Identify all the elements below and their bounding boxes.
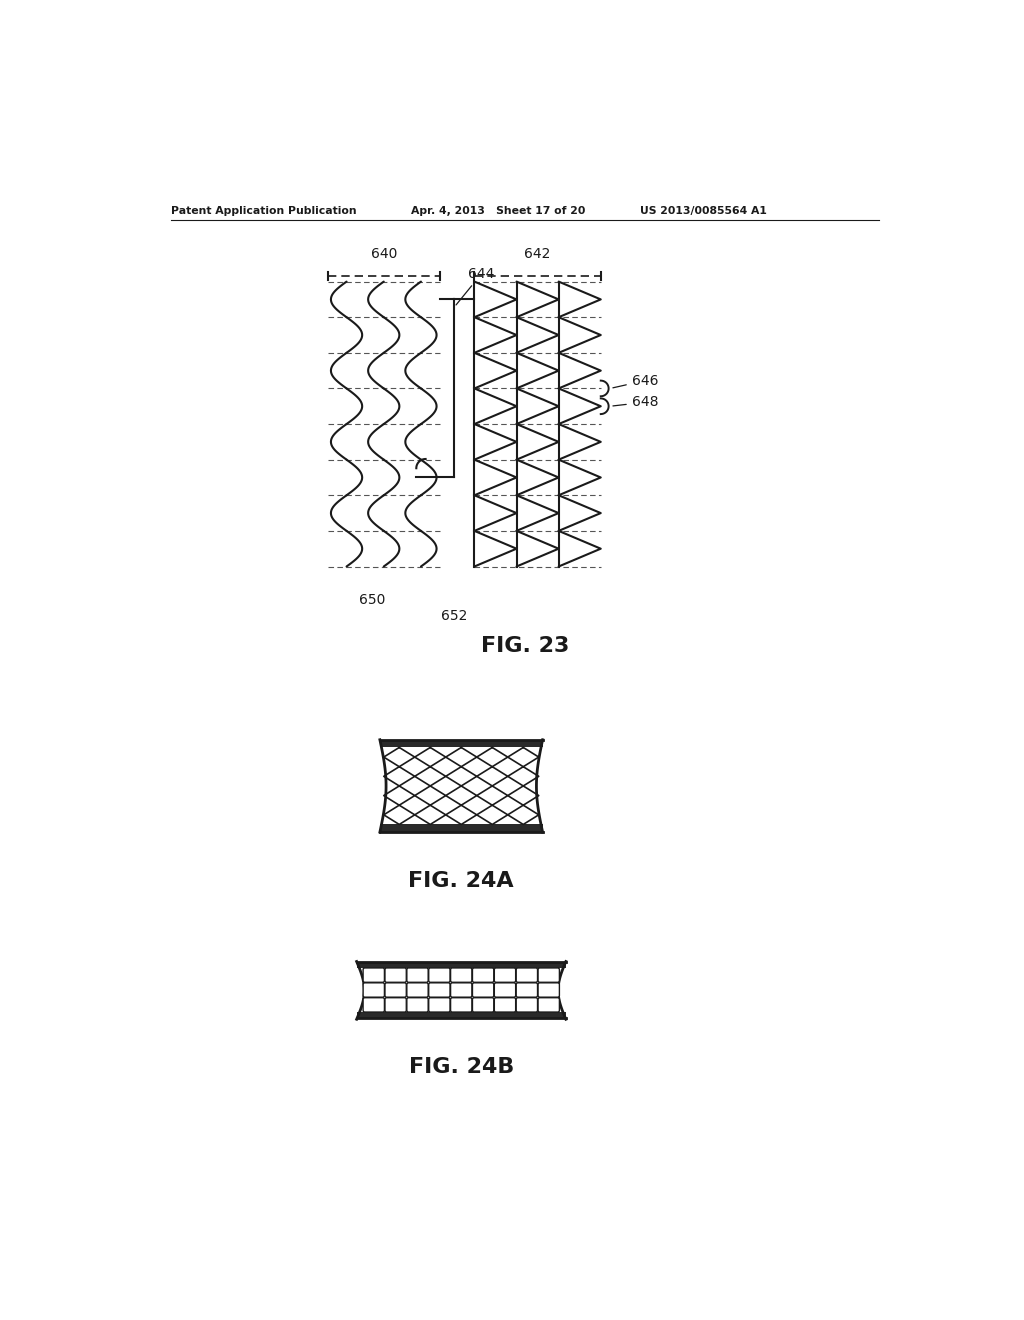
- FancyBboxPatch shape: [385, 983, 407, 997]
- FancyBboxPatch shape: [472, 983, 494, 997]
- Text: 646: 646: [613, 374, 658, 388]
- FancyBboxPatch shape: [385, 998, 407, 1012]
- Text: 640: 640: [371, 247, 397, 261]
- FancyBboxPatch shape: [495, 983, 516, 997]
- Text: FIG. 23: FIG. 23: [480, 636, 569, 656]
- FancyBboxPatch shape: [538, 983, 559, 997]
- FancyBboxPatch shape: [407, 998, 428, 1012]
- FancyBboxPatch shape: [364, 998, 384, 1012]
- FancyBboxPatch shape: [407, 983, 428, 997]
- Bar: [356, 1012, 566, 1019]
- Text: FIG. 24A: FIG. 24A: [409, 871, 514, 891]
- FancyBboxPatch shape: [516, 968, 538, 982]
- Bar: [380, 739, 543, 747]
- FancyBboxPatch shape: [364, 968, 384, 982]
- FancyBboxPatch shape: [429, 968, 450, 982]
- Text: Patent Application Publication: Patent Application Publication: [171, 206, 356, 216]
- FancyBboxPatch shape: [516, 983, 538, 997]
- Text: 648: 648: [613, 395, 658, 409]
- FancyBboxPatch shape: [429, 998, 450, 1012]
- Text: Apr. 4, 2013   Sheet 17 of 20: Apr. 4, 2013 Sheet 17 of 20: [411, 206, 586, 216]
- Text: US 2013/0085564 A1: US 2013/0085564 A1: [640, 206, 766, 216]
- FancyBboxPatch shape: [538, 968, 559, 982]
- FancyBboxPatch shape: [495, 968, 516, 982]
- FancyBboxPatch shape: [429, 983, 450, 997]
- FancyBboxPatch shape: [385, 968, 407, 982]
- Text: 652: 652: [441, 609, 468, 623]
- Bar: [356, 961, 566, 968]
- FancyBboxPatch shape: [407, 968, 428, 982]
- Text: 650: 650: [359, 594, 386, 607]
- FancyBboxPatch shape: [364, 983, 384, 997]
- FancyBboxPatch shape: [472, 998, 494, 1012]
- FancyBboxPatch shape: [451, 983, 472, 997]
- FancyBboxPatch shape: [451, 968, 472, 982]
- Text: 642: 642: [524, 247, 551, 261]
- Bar: [380, 825, 543, 832]
- FancyBboxPatch shape: [472, 968, 494, 982]
- FancyBboxPatch shape: [516, 998, 538, 1012]
- FancyBboxPatch shape: [495, 998, 516, 1012]
- FancyBboxPatch shape: [538, 998, 559, 1012]
- Text: FIG. 24B: FIG. 24B: [409, 1057, 514, 1077]
- Text: 644: 644: [456, 267, 495, 305]
- FancyBboxPatch shape: [451, 998, 472, 1012]
